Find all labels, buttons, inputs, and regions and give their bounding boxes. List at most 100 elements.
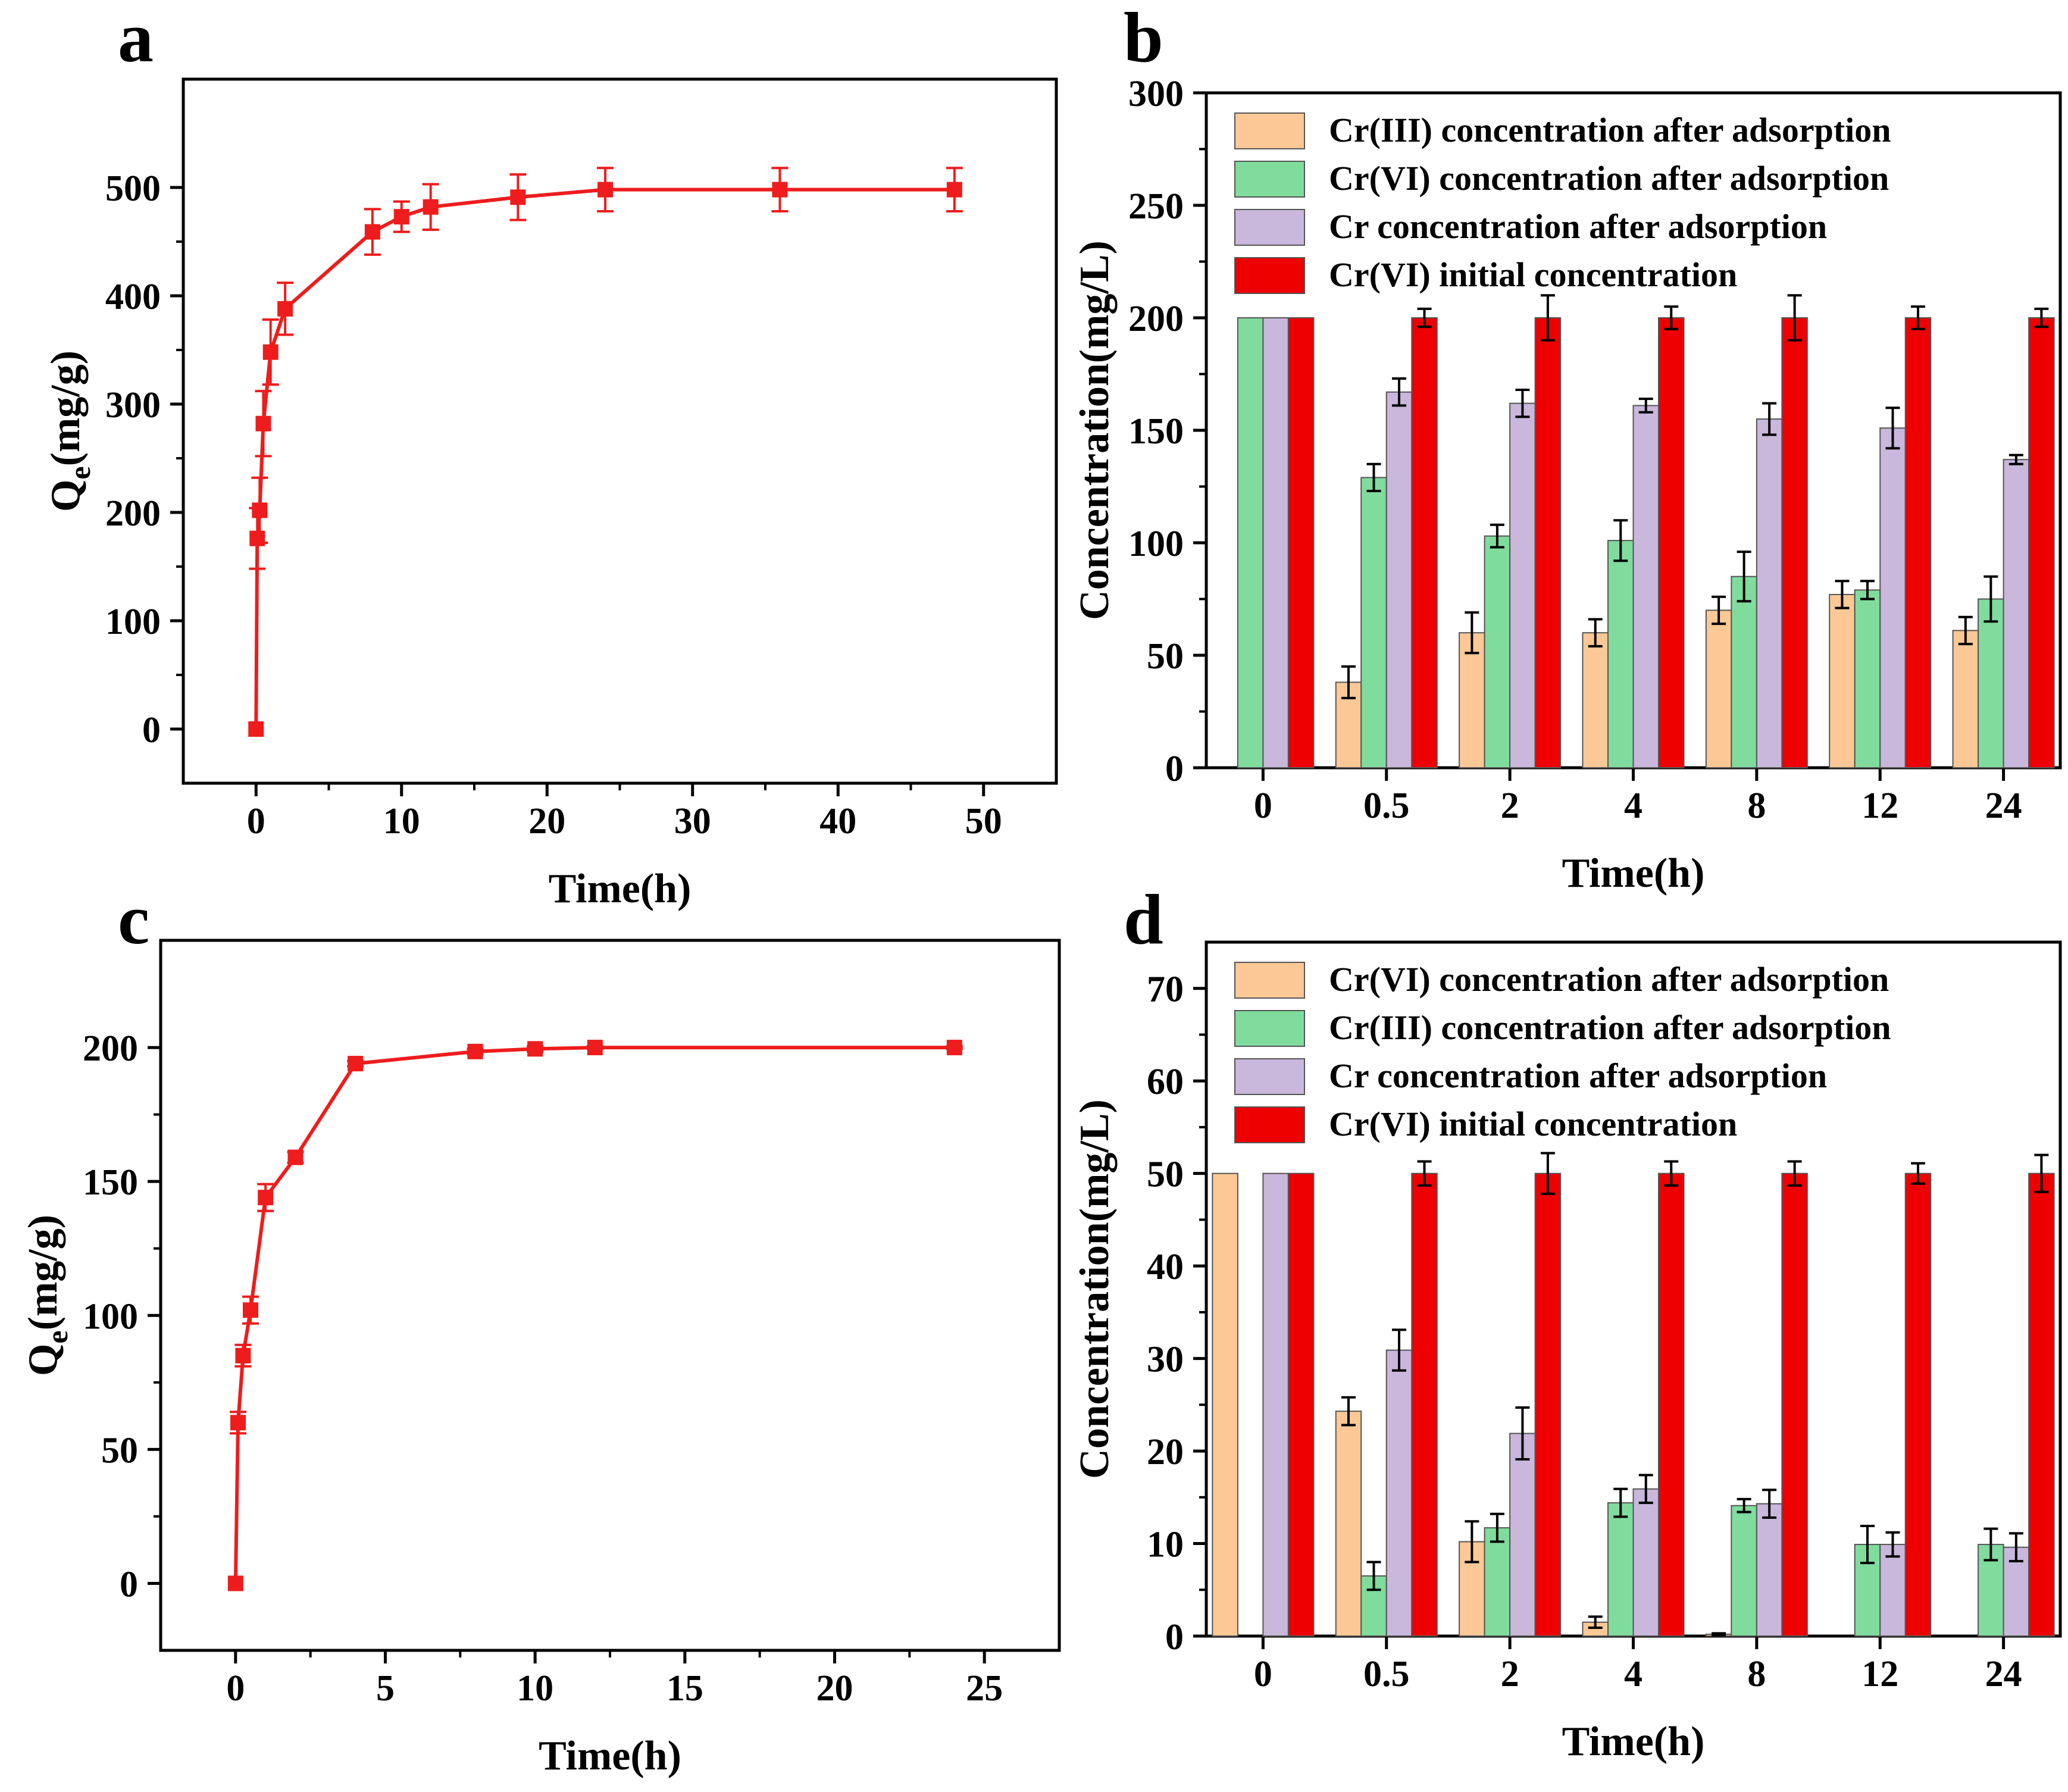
x-axis-label: Time(h) <box>1562 1719 1705 1765</box>
y-axis-label-sub: e <box>63 466 96 479</box>
x-tick-label: 0.5 <box>1363 786 1410 826</box>
y-tick-label: 20 <box>1147 1432 1184 1472</box>
data-point <box>277 301 293 317</box>
data-point <box>230 1415 246 1431</box>
y-tick-label: 500 <box>105 168 161 209</box>
bar <box>1411 317 1438 768</box>
y-axis-label: Qe(mg/g) <box>20 1215 74 1376</box>
x-axis-label: Time(h) <box>549 866 692 912</box>
x-tick-label: 40 <box>819 801 856 842</box>
data-point <box>946 182 962 198</box>
y-tick-label: 50 <box>1147 636 1184 677</box>
x-axis-label: Time(h) <box>1562 850 1705 896</box>
y-axis-label: Qe(mg/g) <box>43 351 96 512</box>
x-tick-label: 25 <box>966 1668 1003 1709</box>
x-tick-label: 0 <box>1254 786 1272 826</box>
panel-label-c: c <box>118 880 149 959</box>
legend-label: Cr(VI) concentration after adsorption <box>1329 159 1889 198</box>
data-point <box>287 1149 304 1165</box>
legend-label: Cr(VI) initial concentration <box>1329 255 1737 294</box>
bar <box>1854 589 1881 768</box>
bar <box>2028 317 2055 768</box>
bar <box>1781 317 1808 768</box>
x-tick-label: 12 <box>1861 786 1898 826</box>
data-point <box>248 721 264 737</box>
bar <box>1262 1172 1289 1637</box>
x-tick-label: 24 <box>1985 1654 2022 1694</box>
y-tick-label: 0 <box>1165 749 1184 789</box>
y-axis-label-main: Q <box>20 1344 66 1376</box>
legend-label: Cr(VI) initial concentration <box>1329 1105 1737 1143</box>
bar <box>1756 1503 1783 1637</box>
x-tick-label: 8 <box>1747 786 1766 826</box>
legend-label: Cr concentration after adsorption <box>1329 207 1827 246</box>
bar <box>1705 609 1732 769</box>
y-tick-label: 400 <box>105 277 161 317</box>
x-tick-label: 10 <box>517 1668 553 1709</box>
bar <box>1607 1502 1634 1637</box>
panel-label-b: b <box>1124 0 1163 77</box>
bar <box>1904 1172 1932 1637</box>
y-axis-label-unit: (mg/g) <box>20 1215 66 1330</box>
bar <box>1411 1172 1438 1637</box>
bar <box>1509 402 1536 768</box>
x-tick-label: 20 <box>816 1668 853 1709</box>
data-point <box>243 1302 258 1318</box>
y-tick-label: 0 <box>142 710 161 750</box>
bar <box>1335 1411 1362 1637</box>
data-point <box>423 199 439 215</box>
bar <box>1658 317 1685 768</box>
bar <box>2003 459 2030 768</box>
bar <box>1582 632 1609 768</box>
bar <box>1829 593 1856 768</box>
x-tick-label: 0 <box>247 801 265 842</box>
data-point <box>527 1041 543 1057</box>
y-tick-label: 40 <box>1147 1247 1184 1287</box>
y-tick-label: 100 <box>105 602 161 642</box>
bar <box>1731 576 1757 768</box>
bar <box>1904 317 1932 768</box>
legend-label: Cr concentration after adsorption <box>1329 1056 1827 1095</box>
bar <box>1262 317 1289 768</box>
data-point <box>262 344 279 360</box>
x-tick-label: 0.5 <box>1363 1654 1410 1694</box>
bar <box>1879 427 1906 768</box>
series-line <box>233 1046 955 1584</box>
bar <box>1287 1172 1315 1637</box>
bar <box>1879 1544 1906 1637</box>
y-axis-label-unit: (mg/g) <box>43 351 89 466</box>
bar <box>1287 317 1315 768</box>
legend-swatch <box>1234 1106 1305 1143</box>
x-tick-label: 10 <box>383 801 420 842</box>
data-point <box>364 224 380 240</box>
series-line <box>254 187 955 730</box>
y-tick-label: 200 <box>1128 299 1184 339</box>
y-tick-label: 200 <box>83 1028 138 1069</box>
x-tick-label: 0 <box>1254 1654 1272 1694</box>
y-tick-label: 300 <box>105 385 161 426</box>
legend-label: Cr(VI) concentration after adsorption <box>1329 960 1889 999</box>
bar <box>1212 1172 1238 1637</box>
bar <box>1952 630 1979 769</box>
legend-swatch <box>1234 257 1305 294</box>
data-point <box>252 502 268 518</box>
y-tick-label: 150 <box>1128 411 1184 452</box>
bar <box>1731 1505 1757 1637</box>
data-point <box>510 189 526 205</box>
x-tick-label: 5 <box>376 1668 395 1709</box>
bar <box>1484 535 1511 768</box>
chart-a: 0 10 20 30 40 500100200300400500Time(h)Qe(mg/… <box>43 77 1058 912</box>
data-point <box>235 1347 251 1363</box>
data-point <box>772 182 788 198</box>
y-tick-label: 30 <box>1147 1340 1184 1380</box>
bar <box>1534 1172 1562 1637</box>
x-tick-label: 2 <box>1501 1654 1519 1694</box>
data-point <box>946 1040 962 1056</box>
y-tick-label: 10 <box>1147 1525 1184 1565</box>
bar <box>1385 1349 1413 1637</box>
bar <box>1534 317 1562 768</box>
panel-label-a: a <box>118 0 154 77</box>
chart-a-frame <box>182 77 1058 785</box>
